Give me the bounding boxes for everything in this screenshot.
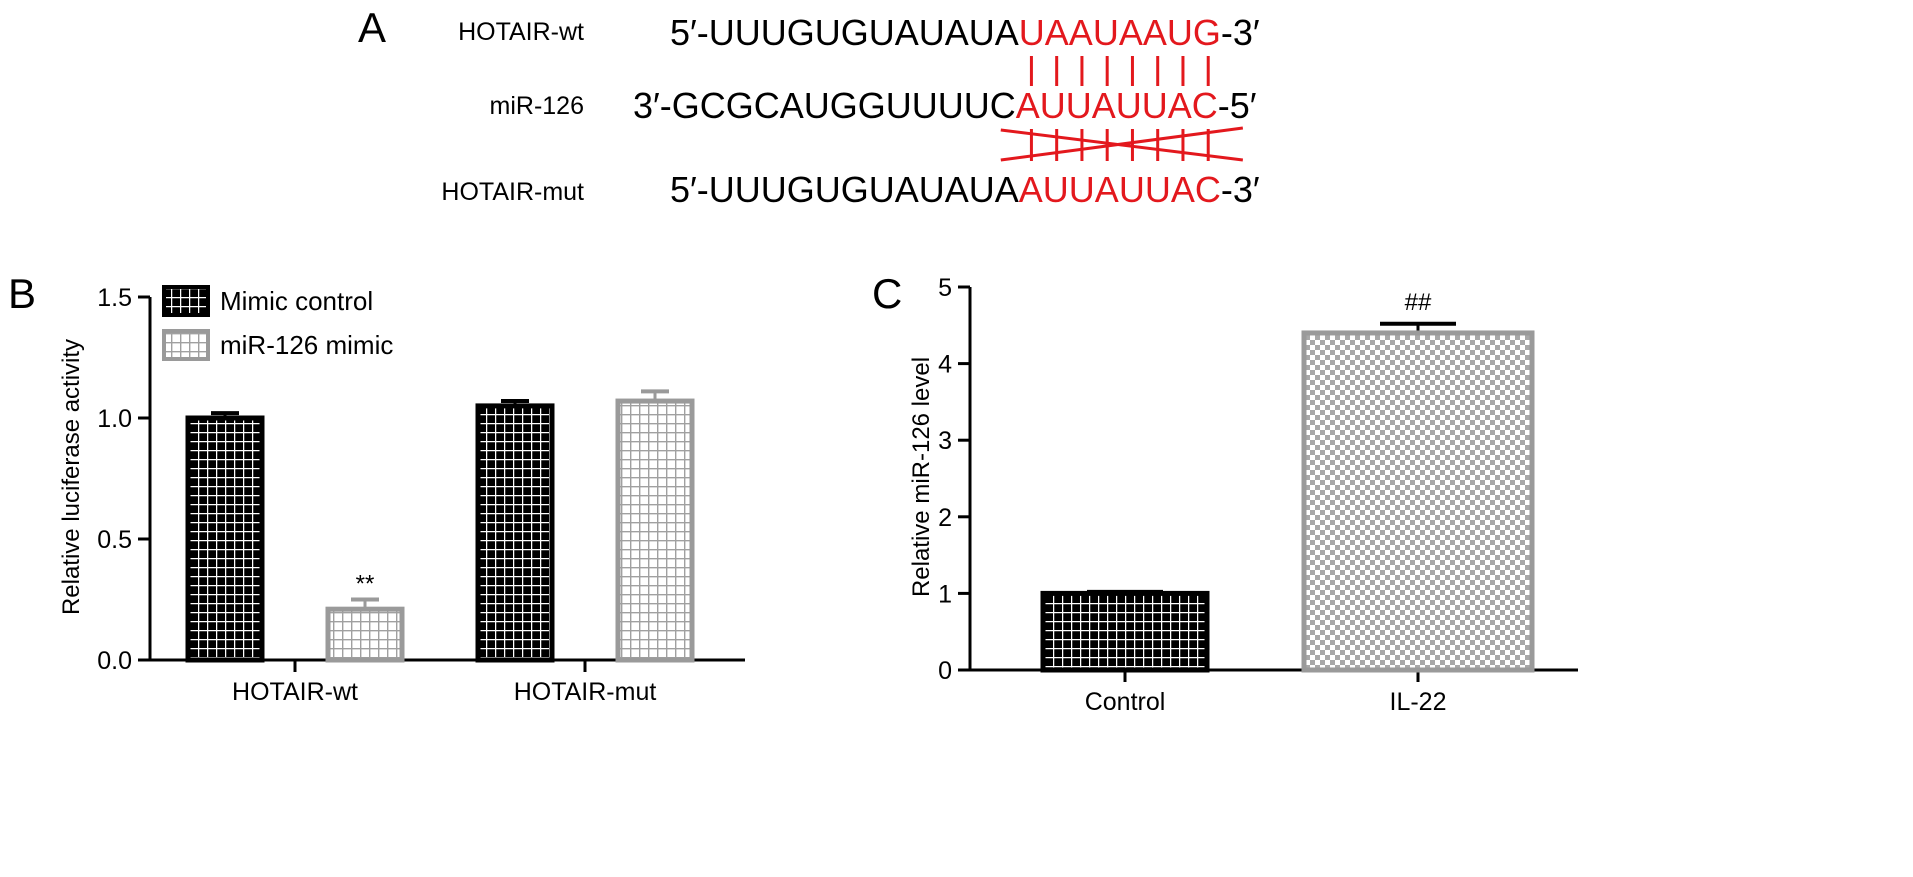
- y-tick-label: 5: [938, 274, 952, 302]
- panel-a: A HOTAIR-wt miR-126 HOTAIR-mut 5′-UUUGUG…: [358, 4, 1260, 210]
- x-tick-label: HOTAIR-wt: [232, 678, 358, 706]
- panel-c-letter: C: [872, 270, 902, 317]
- y-tick-label: 2: [938, 504, 952, 532]
- x-tick-label: IL-22: [1390, 688, 1447, 716]
- seq-name-hotair-wt: HOTAIR-wt: [458, 18, 584, 46]
- seq-suffix: -3′: [1221, 12, 1260, 53]
- x-tick-label: Control: [1085, 688, 1166, 716]
- y-tick-label: 4: [938, 351, 952, 379]
- seq-name-mir-126: miR-126: [490, 92, 584, 120]
- seq-highlight: AUUAUUAC: [1016, 85, 1218, 126]
- significance-label: ##: [1405, 289, 1432, 316]
- x-tick-label: HOTAIR-mut: [514, 678, 657, 706]
- panel-c-chart: C Relative miR-126 level 0 1 2 3 4 5 Control I…: [872, 270, 1578, 716]
- bar: [615, 398, 695, 663]
- panel-a-letter: A: [358, 4, 386, 51]
- cross-line: [1000, 128, 1244, 162]
- seq-prefix: 5′-UUUGUGUAUAUA: [670, 12, 1019, 53]
- y-tick-label: 0.5: [97, 526, 132, 554]
- seq-highlight: AUUAUUAC: [1019, 169, 1221, 210]
- seq-name-hotair-mut: HOTAIR-mut: [441, 178, 584, 206]
- seq-hotair-mut: 5′-UUUGUGUAUAUAAUUAUUAC-3′: [670, 169, 1260, 210]
- legend-label: Mimic control: [220, 286, 373, 316]
- legend-swatch: [162, 329, 210, 361]
- panel-b-legend: Mimic control miR-126 mimic: [162, 285, 393, 361]
- y-tick-label: 1: [938, 580, 952, 608]
- legend-label: miR-126 mimic: [220, 330, 393, 360]
- pairing-lines: [1000, 56, 1244, 162]
- y-tick-label: 1.0: [97, 405, 132, 433]
- panel-c-y-label: Relative miR-126 level: [908, 357, 935, 597]
- y-tick-label: 0: [938, 657, 952, 685]
- panel-b-letter: B: [8, 270, 36, 317]
- seq-suffix: -5′: [1218, 85, 1257, 126]
- seq-hotair-wt: 5′-UUUGUGUAUAUAUAAUAAUG-3′: [670, 12, 1260, 53]
- seq-mir-126: 3′-GCGCAUGGUUUUCAUUAUUAC-5′: [633, 85, 1257, 126]
- y-tick-label: 3: [938, 427, 952, 455]
- seq-suffix: -3′: [1221, 169, 1260, 210]
- legend-swatch: [162, 285, 210, 317]
- panel-c-bars: Control IL-22 ##: [1040, 289, 1535, 716]
- bar: [325, 606, 405, 663]
- y-tick-label: 0.0: [97, 647, 132, 675]
- y-tick-label: 1.5: [97, 284, 132, 312]
- panel-b-y-label: Relative luciferase activity: [58, 339, 85, 615]
- seq-prefix: 5′-UUUGUGUAUAUA: [670, 169, 1019, 210]
- bar: [1301, 330, 1535, 673]
- panel-b-bars: HOTAIR-wt HOTAIR-mut **: [185, 389, 695, 706]
- seq-highlight: UAAUAAUG: [1019, 12, 1221, 53]
- panel-b-chart: B Relative luciferase activity 0.0 0.5 1.0…: [8, 270, 745, 706]
- bar: [1040, 590, 1210, 673]
- bar: [185, 415, 265, 663]
- panel-b-axes: 0.0 0.5 1.0 1.5: [97, 284, 745, 675]
- significance-label: **: [356, 571, 375, 598]
- bar: [475, 403, 555, 663]
- seq-prefix: 3′-GCGCAUGGUUUUC: [633, 85, 1016, 126]
